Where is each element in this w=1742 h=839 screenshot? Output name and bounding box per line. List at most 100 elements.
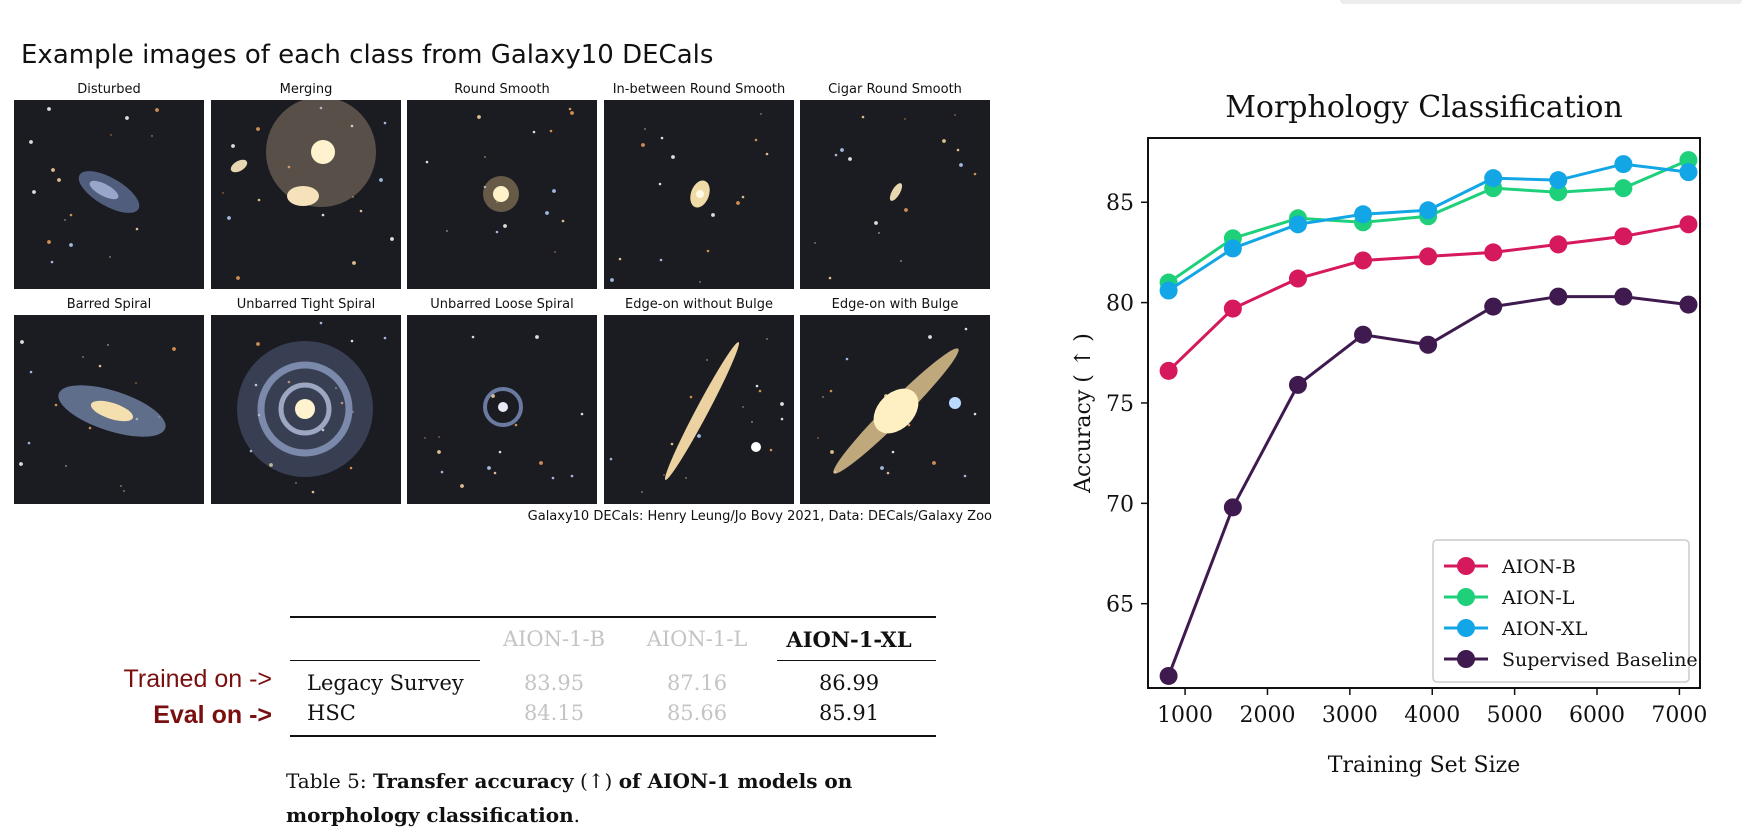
galaxy-thumbnail (800, 315, 990, 504)
data-point (1354, 251, 1373, 270)
table-cell: 86.99 (818, 671, 880, 695)
table-header-aion-xl: AION-1-XL (786, 627, 912, 652)
data-point (1419, 201, 1438, 220)
galaxy-thumbnail (211, 100, 401, 289)
legend-box (1432, 539, 1690, 683)
legend-label: AION-XL (1501, 618, 1588, 640)
galaxy-thumbnail (800, 100, 990, 289)
galaxy-class-label: Unbarred Loose Spiral (430, 297, 574, 312)
data-point (1159, 281, 1178, 300)
table-top-rule (290, 616, 936, 618)
galaxy-thumbnail (211, 315, 401, 504)
x-tick-label: 3000 (1322, 703, 1378, 728)
galaxy-class-label: Edge-on without Bulge (625, 297, 773, 312)
table-cell: 84.15 (523, 701, 585, 725)
data-point (1549, 171, 1568, 190)
legend-swatch-marker (1457, 557, 1475, 575)
data-point (1484, 169, 1503, 188)
series-line (1167, 162, 1689, 292)
y-tick-label: 65 (1106, 593, 1134, 618)
data-point (1679, 215, 1698, 234)
table-cell: 85.66 (666, 701, 728, 725)
data-point (1614, 287, 1633, 306)
caption-prefix: Table 5: (286, 769, 373, 793)
morphology-chart: Morphology Classification 1000 2000 3000 400… (1071, 90, 1707, 778)
y-tick-label: 75 (1106, 392, 1134, 417)
table-cell: 83.95 (523, 671, 585, 695)
galaxy-thumbnail (407, 315, 597, 504)
x-tick-label: 4000 (1404, 703, 1460, 728)
gallery-credit: Galaxy10 DECals: Henry Leung/Jo Bovy 202… (527, 509, 992, 524)
data-point (1614, 227, 1633, 246)
chart-title: Morphology Classification (1225, 90, 1623, 125)
x-tick-label: 2000 (1239, 703, 1295, 728)
data-point (1679, 163, 1698, 182)
legend-label: Supervised Baseline (1502, 649, 1698, 671)
galaxy-class-label: Barred Spiral (66, 297, 152, 312)
x-tick-label: 5000 (1487, 703, 1543, 728)
y-tick-label: 80 (1106, 292, 1134, 317)
plot-frame (1147, 137, 1701, 689)
table-cell: 87.16 (666, 671, 728, 695)
eval-on-label: Eval on -> (153, 701, 272, 729)
data-point (1354, 325, 1373, 344)
gallery-title: Example images of each class from Galaxy… (21, 40, 714, 70)
x-tick-label: 6000 (1569, 703, 1625, 728)
galaxy-class-label: Round Smooth (454, 82, 550, 97)
x-tick-label: 1000 (1157, 703, 1213, 728)
caption-suffix: . (573, 803, 581, 827)
caption-bold-1: Transfer accuracy (372, 769, 574, 793)
galaxy-class-label: Unbarred Tight Spiral (236, 297, 376, 312)
data-point (1419, 247, 1438, 266)
x-axis-label: Training Set Size (1328, 753, 1520, 778)
legend-swatch-marker (1457, 619, 1475, 637)
table-cell: 85.91 (818, 701, 880, 725)
table-header-aion-b: AION-1-B (502, 627, 606, 651)
data-point (1549, 287, 1568, 306)
legend-label: AION-L (1501, 587, 1575, 609)
y-tick-label: 85 (1106, 191, 1134, 216)
legend-label: AION-B (1501, 556, 1576, 578)
data-point (1614, 179, 1633, 198)
data-point (1679, 295, 1698, 314)
y-axis-label: Accuracy ( ↑ ) (1071, 333, 1096, 494)
galaxy-class-label: Cigar Round Smooth (828, 82, 962, 97)
data-point (1549, 235, 1568, 254)
x-tick-label: 7000 (1651, 703, 1707, 728)
data-point (1484, 297, 1503, 316)
table-caption: Table 5: Transfer accuracy (↑) of AION-1… (286, 764, 946, 832)
table-mid-rule (290, 660, 480, 661)
data-point (1484, 243, 1503, 262)
galaxy-thumbnail (14, 100, 204, 289)
galaxy-class-label: Disturbed (77, 82, 141, 97)
table-row-label: Legacy Survey (307, 671, 464, 695)
galaxy-class-label: In-between Round Smooth (612, 82, 786, 97)
data-point (1223, 498, 1242, 517)
data-point (1159, 361, 1178, 380)
caption-arrow: (↑) (573, 769, 619, 793)
legend-swatch-marker (1457, 650, 1475, 668)
trained-on-label: Trained on -> (123, 665, 272, 693)
data-point (1223, 239, 1242, 258)
table-bottom-rule (290, 735, 936, 737)
caption-bold-2: of AION-1 models on morphology classific… (286, 769, 853, 827)
data-point (1288, 269, 1307, 288)
table-row-label: HSC (307, 701, 356, 725)
data-point (1614, 155, 1633, 174)
table-header-aion-l: AION-1-L (646, 627, 748, 651)
data-point (1288, 375, 1307, 394)
galaxy-thumbnail (604, 100, 794, 289)
galaxy-thumbnail (14, 315, 204, 504)
galaxy-class-label: Edge-on with Bulge (831, 297, 959, 312)
y-tick-label: 70 (1106, 492, 1134, 517)
galaxy-thumbnail (407, 100, 597, 289)
window-top-edge (1340, 0, 1742, 4)
data-point (1354, 205, 1373, 224)
galaxy-thumbnail (604, 315, 794, 504)
legend-swatch-marker (1457, 588, 1475, 606)
data-point (1288, 215, 1307, 234)
data-point (1159, 666, 1178, 685)
table-mid-rule-xl (777, 660, 936, 661)
galaxy-class-label: Merging (279, 82, 333, 97)
data-point (1223, 299, 1242, 318)
